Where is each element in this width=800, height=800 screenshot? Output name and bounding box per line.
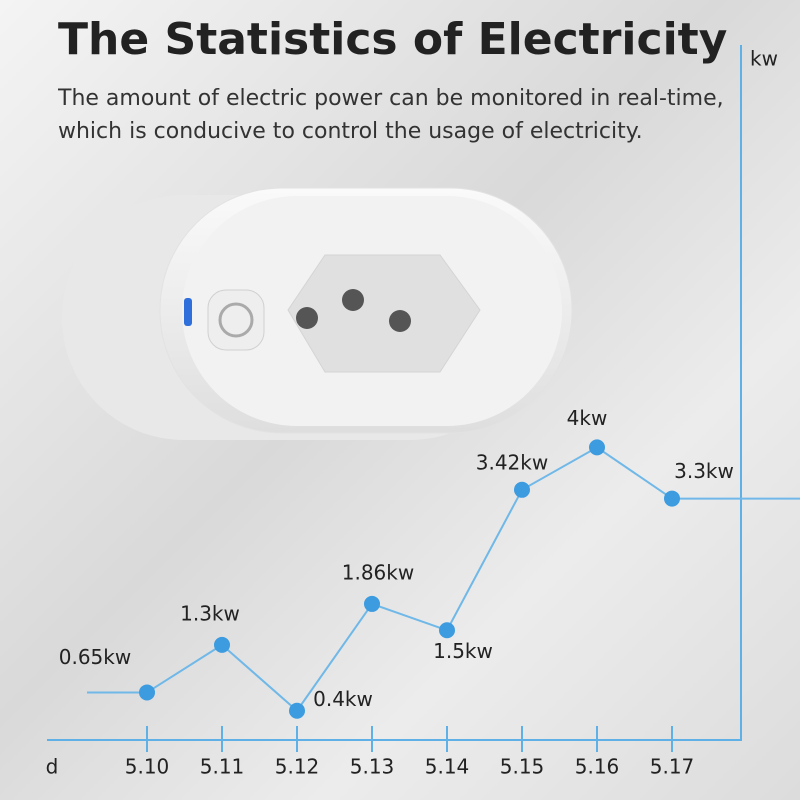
data-label: 4kw <box>567 406 608 430</box>
x-tick-label: 5.15 <box>500 755 545 779</box>
data-point <box>139 684 155 701</box>
data-label: 1.5kw <box>433 639 493 663</box>
data-point <box>439 622 455 639</box>
data-point <box>214 636 230 653</box>
data-label: 1.86kw <box>342 560 414 584</box>
data-label: 3.3kw <box>674 459 734 483</box>
data-label: 1.3kw <box>180 601 240 625</box>
product-image <box>62 187 573 440</box>
x-tick-label: 5.17 <box>650 755 695 779</box>
data-point <box>364 595 380 612</box>
x-tick-label: 5.13 <box>350 755 395 779</box>
data-point <box>664 490 680 507</box>
x-tick-label: 5.11 <box>200 755 245 779</box>
subtitle: The amount of electric power can be moni… <box>58 86 724 144</box>
data-point <box>514 481 530 498</box>
data-point <box>289 702 305 719</box>
x-tick-label: 5.10 <box>125 755 170 779</box>
series-line <box>146 446 673 713</box>
y-axis-label: kw <box>750 47 778 71</box>
subtitle-box: The amount of electric power can be moni… <box>58 86 724 144</box>
title: The Statistics of Electricity <box>58 14 727 65</box>
x-tick-label: 5.12 <box>275 755 320 779</box>
x-tick-label: 5.14 <box>425 755 470 779</box>
data-label: 0.65kw <box>59 645 131 669</box>
x-tick-label: 5.16 <box>575 755 620 779</box>
data-label: 0.4kw <box>313 687 373 711</box>
x-axis-label: d <box>46 755 59 779</box>
data-label: 3.42kw <box>476 450 548 474</box>
data-point <box>589 439 605 456</box>
